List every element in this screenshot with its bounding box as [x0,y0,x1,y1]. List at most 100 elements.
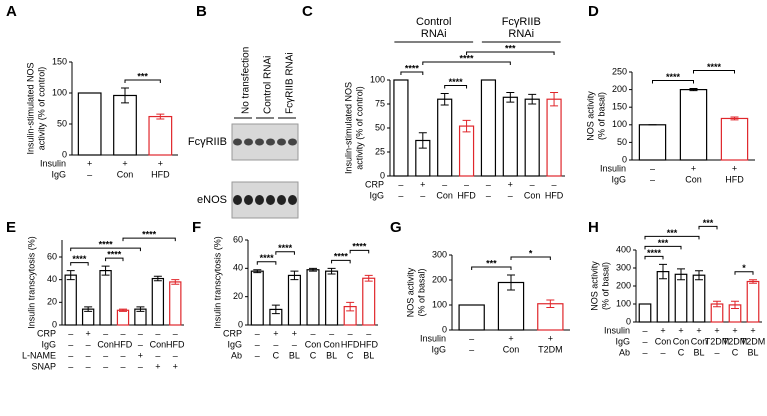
condition-value: + [508,333,513,343]
condition-label: IgG [369,190,384,200]
condition-value: BL [693,347,704,357]
y-tick-label: 50 [375,122,385,132]
significance-label: **** [99,239,114,249]
significance-bracket [422,61,511,65]
significance-label: *** [703,218,714,228]
significance-bracket [70,262,89,266]
condition-value: – [292,339,297,349]
bar [502,96,518,177]
row-label: FcγRIIB [188,136,227,148]
blot-band [277,195,286,205]
condition-value: + [292,328,297,338]
condition-value: + [273,328,278,338]
condition-value: HFD [151,169,170,179]
condition-value: – [68,350,73,360]
condition-value: – [486,179,491,189]
bar [524,98,540,177]
significance-label: **** [352,242,367,252]
significance-label: **** [707,62,722,72]
y-tick-label: 150 [52,56,67,66]
bar [148,115,173,156]
bar [287,274,301,326]
bar [720,117,749,161]
y-tick-label: 20 [233,291,243,301]
condition-value: Con [323,339,340,349]
condition-value: – [138,339,143,349]
significance-label: *** [137,71,148,81]
condition-value: – [714,347,719,357]
bar [638,124,667,161]
condition-value: HFD [114,339,133,349]
condition-value: + [732,325,737,335]
bar [116,309,130,326]
significance-bracket [510,256,551,260]
error-bar [66,270,75,281]
panel-label: G [390,219,402,236]
bar [169,281,182,326]
significance-bracket [698,225,718,230]
blot-band [266,138,275,146]
error-bar [309,267,317,272]
blot-band [233,138,242,146]
y-axis-label: NOS activity [585,91,595,141]
y-tick-label: 50 [617,137,627,147]
y-axis-label: Insulin-stimulated NOS [343,82,353,174]
significance-bracket [331,259,351,264]
error-bar [550,91,559,107]
bar [99,270,112,326]
error-bar [749,279,757,284]
condition-label: Insulin [420,333,446,343]
condition-value: – [442,179,447,189]
condition-value: – [398,190,403,200]
condition-value: + [138,350,143,360]
condition-value: C [273,350,280,360]
bar [437,98,453,177]
condition-value: BL [747,347,758,357]
significance-label: *** [667,228,678,238]
significance-bracket [400,71,424,75]
condition-value: BL [363,350,374,360]
blot-band [277,138,286,146]
condition-value: C [732,347,739,357]
error-bar [290,270,299,281]
y-tick-label: 150 [612,102,627,112]
error-bar [695,270,703,281]
condition-label: L-NAME [22,350,56,360]
y-tick-label: 0 [626,316,631,326]
condition-value: – [650,163,655,173]
bar [537,303,564,331]
error-bar [462,119,471,133]
condition-label: IgG [615,336,630,346]
blot-band [233,195,242,205]
condition-value: T2DM [741,336,766,346]
bar [458,304,485,331]
error-bar [528,93,537,105]
significance-label: *** [505,43,516,53]
error-bar [153,275,162,282]
significance-bracket [466,51,555,55]
condition-value: – [103,361,108,371]
condition-value: Con [150,339,167,349]
y-axis-label: Insulin transcytosis (%) [212,236,222,329]
panel-label: A [6,3,17,20]
significance-label: **** [72,254,87,264]
condition-value: + [691,163,696,173]
bar [362,277,376,326]
error-bar [101,265,110,276]
condition-value: – [138,328,143,338]
y-tick-label: 25 [375,146,385,156]
condition-value: – [103,350,108,360]
bar [113,94,137,156]
y-axis-label: activity (% of control) [354,86,364,170]
y-tick-label: 0 [442,324,447,334]
significance-bracket [652,80,694,84]
error-bar [731,300,739,309]
significance-label: * [742,263,746,273]
condition-label: IgG [41,339,56,349]
significance-label: **** [449,77,464,87]
y-tick-label: 200 [616,280,631,290]
significance-bracket [444,84,468,89]
condition-label: Insulin [604,325,630,335]
significance-bracket [644,255,664,260]
